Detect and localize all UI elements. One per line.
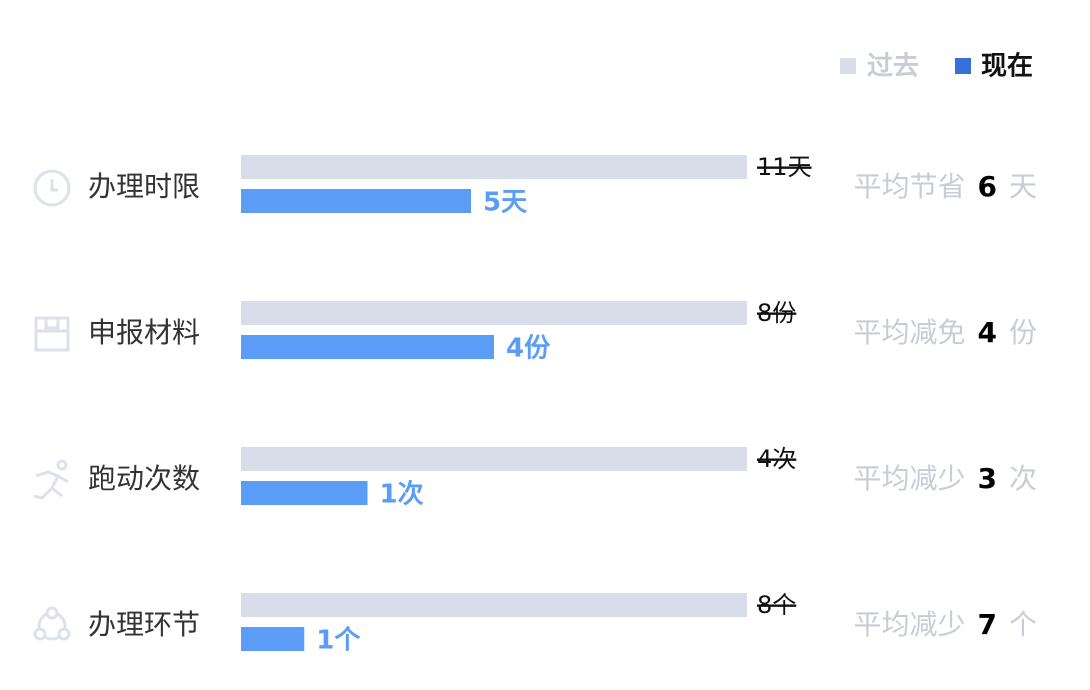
saved-value: 4 <box>978 316 997 349</box>
icon <box>45 606 59 620</box>
row: 申报材料 8份 4份 平均减免 4 份 <box>34 299 1037 364</box>
current-value-label: 1次 <box>380 480 424 510</box>
saved-unit: 天 <box>1009 170 1037 203</box>
row-label: 申报材料 <box>88 316 200 349</box>
past-bar <box>241 447 747 471</box>
saved-unit: 个 <box>1009 608 1037 641</box>
row-label: 办理时限 <box>88 170 200 203</box>
icon <box>33 470 69 500</box>
icon <box>50 179 58 192</box>
legend-swatch <box>955 58 971 74</box>
summary-text: 平均减免 <box>853 316 965 349</box>
row-label: 跑动次数 <box>88 462 200 495</box>
saved-value: 7 <box>978 608 997 641</box>
legend-label: 过去 <box>867 52 919 82</box>
icon <box>56 459 68 471</box>
current-bar <box>241 627 305 651</box>
saved-unit: 次 <box>1009 462 1037 495</box>
legend-swatch <box>840 58 856 74</box>
row: 跑动次数 4次 1次 平均减少 3 次 <box>33 445 1037 510</box>
past-value-label: 4次 <box>757 445 796 473</box>
current-value-label: 5天 <box>483 188 527 218</box>
past-value-label: 11天 <box>757 153 812 181</box>
icon <box>34 316 70 352</box>
summary: 平均节省 6 天 <box>853 170 1037 203</box>
summary: 平均减少 7 个 <box>853 608 1037 641</box>
saved-unit: 份 <box>1009 316 1037 349</box>
summary-text: 平均减少 <box>853 462 965 495</box>
legend-label: 现在 <box>981 52 1033 82</box>
icon <box>33 169 71 207</box>
saved-value: 6 <box>978 170 997 203</box>
past-value-label: 8份 <box>757 299 796 327</box>
row-label: 办理环节 <box>88 608 200 641</box>
icon <box>57 627 71 641</box>
current-bar <box>241 189 471 213</box>
current-value-label: 4份 <box>506 334 550 364</box>
summary: 平均减少 3 次 <box>853 462 1037 495</box>
past-bar <box>241 301 747 325</box>
current-value-label: 1个 <box>316 626 361 656</box>
past-bar <box>241 155 747 179</box>
current-bar <box>241 335 494 359</box>
icon <box>33 627 47 641</box>
past-value-label: 8个 <box>757 591 796 619</box>
past-bar <box>241 593 747 617</box>
summary-text: 平均节省 <box>853 170 965 203</box>
row: 办理时限 11天 5天 平均节省 6 天 <box>33 153 1037 218</box>
current-bar <box>241 481 368 505</box>
summary-text: 平均减少 <box>853 608 965 641</box>
row: 办理环节 8个 1个 平均减少 7 个 <box>33 591 1037 656</box>
saved-value: 3 <box>978 462 997 495</box>
summary: 平均减免 4 份 <box>853 316 1037 349</box>
